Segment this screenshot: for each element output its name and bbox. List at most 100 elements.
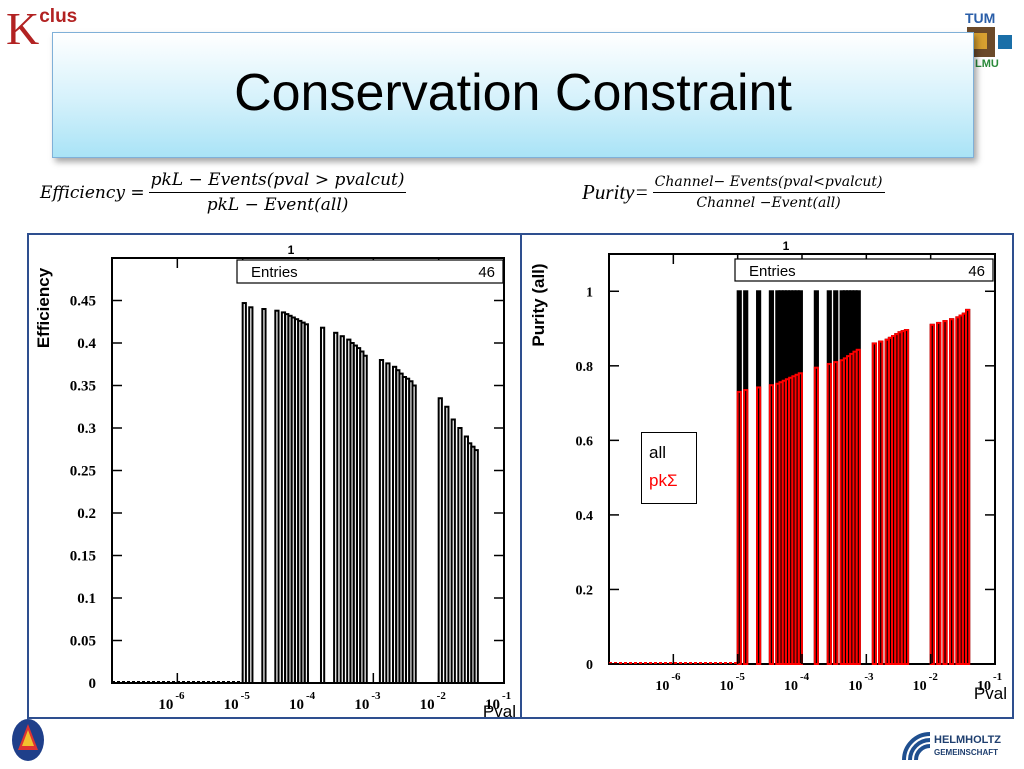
x-tick-label: 10: [784, 679, 798, 694]
stats-value: 46: [478, 264, 495, 281]
purity-formula-numerator: Channel− Events(pval<pvalcut): [652, 174, 885, 193]
hist-top-label: 1: [288, 243, 295, 257]
bar-pksigma: [903, 329, 910, 665]
bar-efficiency: [248, 306, 254, 685]
bar-efficiency: [411, 384, 417, 684]
y-tick-label: 0.2: [77, 506, 96, 522]
bar-pksigma: [797, 372, 803, 665]
bar-efficiency: [385, 362, 391, 684]
bar-efficiency: [274, 309, 280, 684]
x-tick-exponent: -5: [736, 671, 746, 683]
y-tick-label: 0.4: [576, 509, 594, 524]
x-tick-label: 10: [848, 679, 862, 694]
panda-logo: [8, 716, 48, 769]
purity-chart-panel: 0 0.2 0.4 0.6 0.8 1 10 -6 10 -5 10 -4 10 -3 10 -2 10 -1 En…: [520, 233, 1014, 719]
y-tick-label: 0.45: [70, 294, 96, 310]
title-band: Conservation Constraint: [52, 32, 974, 158]
efficiency-chart: 00.050.10.150.20.250.30.350.40.4510-610-…: [34, 243, 516, 717]
bar-pksigma: [965, 308, 971, 665]
y-axis-label: Purity (all): [529, 263, 548, 346]
x-tick-exponent: -1: [993, 671, 1002, 683]
stats-label: Entries: [749, 263, 796, 280]
bar-efficiency: [333, 331, 339, 685]
x-tick-exponent: -1: [502, 690, 511, 702]
x-tick-label: 10: [354, 697, 369, 713]
y-tick-label: 0.1: [77, 591, 96, 607]
x-tick-label: 10: [289, 697, 304, 713]
y-tick-label: 0.35: [70, 379, 96, 395]
kclus-logo-text: clus: [39, 6, 78, 27]
hist-top-label: 1: [783, 239, 790, 253]
x-tick-label: 10: [224, 697, 239, 713]
panda-emblem: [12, 719, 44, 761]
y-tick-label: 1: [586, 285, 593, 300]
efficiency-formula-numerator: pkL − Events(pval > pvalcut): [148, 170, 407, 193]
x-tick-label: 10: [420, 697, 435, 713]
purity-formula-denominator: Channel −Event(all): [696, 195, 841, 211]
efficiency-chart-panel: 0 0.05 0.1 0.15 0.2 0.25 0.3 0.35 0.4 0.45 10 -6 10-…: [27, 233, 522, 719]
bar-pksigma: [826, 362, 832, 665]
y-tick-label: 0.2: [576, 583, 594, 598]
x-tick-label: 10: [913, 679, 927, 694]
x-tick-label: 10: [655, 679, 669, 694]
bar-pksigma: [768, 384, 774, 665]
x-tick-exponent: -4: [800, 671, 810, 683]
efficiency-formula: Efficiency = pkL − Events(pval > pvalcut…: [40, 170, 407, 215]
bar-pksigma: [736, 390, 742, 665]
x-tick-label: 10: [158, 697, 173, 713]
kclus-logo-k: K: [6, 3, 40, 54]
bar-pksigma: [878, 340, 884, 665]
bar-pksigma: [833, 361, 839, 665]
x-tick-exponent: -3: [371, 690, 381, 702]
x-tick-exponent: -2: [929, 671, 939, 683]
bar-efficiency: [378, 359, 385, 684]
x-tick-exponent: -4: [306, 690, 316, 702]
x-tick-label: 10: [485, 697, 500, 713]
y-tick-label: 0.25: [70, 464, 96, 480]
y-tick-label: 0.15: [70, 549, 96, 565]
y-tick-label: 0.3: [77, 421, 96, 437]
slide-title: Conservation Constraint: [234, 64, 792, 122]
stats-label: Entries: [251, 264, 298, 281]
kclus-logo: Kclus: [6, 2, 77, 55]
bar-efficiency: [450, 418, 456, 684]
bar-pksigma: [949, 318, 955, 666]
bar-efficiency: [437, 397, 443, 684]
purity-chart: 00.20.40.60.8110-610-510-410-310-210-1En…: [529, 239, 1007, 703]
purity-legend: all pkΣ: [641, 432, 697, 504]
bar-efficiency: [473, 449, 479, 684]
x-tick-exponent: -2: [437, 690, 447, 702]
x-tick-exponent: -5: [241, 690, 251, 702]
y-tick-label: 0: [586, 658, 593, 673]
x-tick-label: 10: [977, 679, 991, 694]
purity-formula: Purity= Channel− Events(pval<pvalcut) Ch…: [582, 174, 885, 211]
bar-efficiency: [241, 302, 247, 685]
bar-pksigma: [942, 320, 948, 665]
stats-value: 46: [968, 263, 985, 280]
x-tick-exponent: -6: [671, 671, 681, 683]
bar-efficiency: [261, 308, 267, 684]
bar-efficiency: [339, 335, 345, 684]
bar-pksigma: [813, 366, 819, 665]
lmu-text: LMU: [975, 58, 999, 67]
x-axis-label: Pval: [483, 702, 516, 717]
bar-efficiency: [362, 354, 368, 684]
bar-pksigma: [871, 342, 877, 665]
x-tick-label: 10: [720, 679, 734, 694]
efficiency-formula-lhs: Efficiency =: [40, 182, 145, 203]
bar-pksigma: [855, 348, 861, 665]
y-tick-label: 0.6: [576, 434, 594, 449]
y-tick-label: 0.8: [576, 360, 594, 375]
tum-text: TUM: [965, 10, 995, 26]
legend-pksigma: pkΣ: [649, 471, 678, 490]
y-tick-label: 0.4: [77, 336, 96, 352]
stats-box: [236, 259, 504, 284]
y-tick-label: 0: [89, 676, 97, 692]
bar-pksigma: [743, 389, 749, 666]
bar-pksigma: [929, 323, 935, 666]
bar-efficiency: [444, 405, 450, 684]
bar-pksigma: [936, 321, 942, 665]
purity-formula-lhs: Purity=: [582, 180, 649, 204]
x-axis-label: Pval: [974, 684, 1007, 703]
x-tick-exponent: -6: [175, 690, 185, 702]
